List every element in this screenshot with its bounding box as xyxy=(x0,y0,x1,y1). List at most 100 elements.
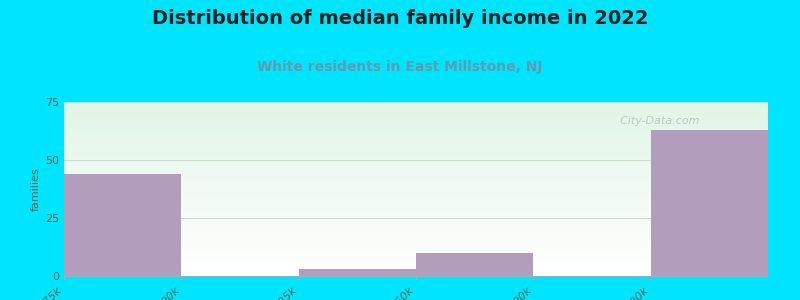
Bar xyxy=(64,148,768,149)
Bar xyxy=(64,202,768,203)
Bar xyxy=(64,273,768,274)
Bar xyxy=(64,209,768,210)
Bar xyxy=(64,230,768,231)
Bar xyxy=(64,224,768,225)
Bar xyxy=(64,262,768,263)
Bar xyxy=(64,221,768,222)
Bar xyxy=(64,150,768,151)
Bar xyxy=(64,156,768,157)
Bar xyxy=(64,180,768,181)
Bar xyxy=(64,274,768,275)
Bar xyxy=(64,241,768,242)
Bar xyxy=(650,130,768,276)
Bar xyxy=(64,114,768,115)
Bar xyxy=(64,104,768,105)
Bar xyxy=(64,168,768,169)
Bar xyxy=(64,238,768,239)
Bar xyxy=(64,158,768,159)
Bar xyxy=(64,124,768,125)
Bar xyxy=(64,159,768,160)
Bar xyxy=(64,164,768,165)
Bar xyxy=(64,199,768,200)
Bar xyxy=(64,260,768,261)
Bar xyxy=(64,269,768,270)
Bar xyxy=(64,197,768,198)
Bar xyxy=(64,134,768,135)
Bar xyxy=(64,151,768,152)
Bar xyxy=(64,105,768,106)
Bar xyxy=(64,228,768,229)
Bar xyxy=(64,138,768,139)
Bar xyxy=(64,212,768,213)
Bar xyxy=(64,217,768,218)
Bar xyxy=(64,227,768,228)
Bar xyxy=(64,165,768,166)
Bar xyxy=(64,251,768,252)
Bar xyxy=(64,238,768,239)
Bar xyxy=(64,161,768,162)
Bar xyxy=(64,258,768,259)
Bar xyxy=(64,136,768,137)
Bar xyxy=(64,110,768,111)
Bar xyxy=(64,112,768,113)
Bar xyxy=(64,237,768,238)
Bar xyxy=(64,271,768,272)
Bar xyxy=(64,187,768,188)
Bar xyxy=(64,186,768,187)
Bar xyxy=(416,253,534,276)
Bar xyxy=(64,263,768,264)
Bar xyxy=(64,246,768,247)
Bar xyxy=(64,169,768,170)
Bar xyxy=(64,267,768,268)
Bar xyxy=(64,115,768,116)
Bar xyxy=(64,140,768,141)
Bar xyxy=(64,200,768,201)
Bar xyxy=(64,175,768,176)
Bar xyxy=(64,174,182,276)
Bar xyxy=(64,254,768,255)
Bar xyxy=(64,109,768,110)
Bar xyxy=(64,116,768,117)
Bar xyxy=(64,214,768,215)
Bar xyxy=(64,129,768,130)
Bar xyxy=(64,177,768,178)
Bar xyxy=(64,142,768,143)
Bar xyxy=(64,213,768,214)
Bar xyxy=(64,163,768,164)
Bar xyxy=(64,210,768,211)
Bar xyxy=(64,152,768,153)
Bar xyxy=(64,247,768,248)
Bar xyxy=(64,192,768,193)
Bar xyxy=(64,208,768,209)
Bar xyxy=(64,120,768,121)
Bar xyxy=(64,198,768,199)
Bar xyxy=(64,153,768,154)
Bar xyxy=(64,204,768,205)
Bar xyxy=(64,272,768,273)
Bar xyxy=(64,107,768,108)
Bar xyxy=(64,219,768,220)
Bar xyxy=(64,255,768,256)
Bar xyxy=(64,137,768,138)
Bar xyxy=(64,106,768,107)
Bar xyxy=(64,218,768,219)
Bar xyxy=(64,252,768,253)
Bar xyxy=(64,220,768,221)
Bar xyxy=(64,236,768,237)
Bar xyxy=(64,139,768,140)
Bar xyxy=(64,226,768,227)
Bar xyxy=(64,205,768,206)
Bar xyxy=(64,248,768,249)
Bar xyxy=(64,264,768,265)
Bar xyxy=(64,250,768,251)
Bar xyxy=(298,269,416,276)
Bar xyxy=(64,133,768,134)
Bar xyxy=(64,268,768,269)
Bar xyxy=(64,132,768,133)
Bar xyxy=(64,182,768,183)
Bar xyxy=(64,190,768,191)
Bar xyxy=(64,245,768,246)
Bar xyxy=(64,253,768,254)
Bar xyxy=(64,207,768,208)
Bar xyxy=(64,189,768,190)
